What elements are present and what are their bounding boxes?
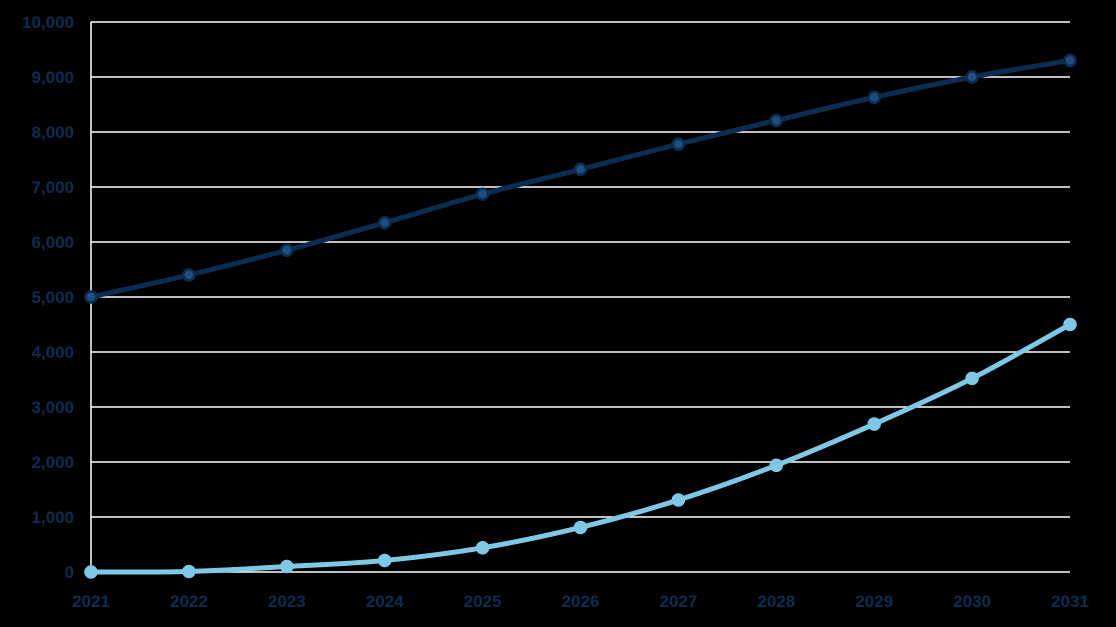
- series-1-point: [867, 90, 881, 105]
- series-1-point: [769, 113, 784, 128]
- y-tick-label: 7,000: [31, 178, 74, 197]
- series-2-point: [867, 417, 881, 431]
- x-tick-label: 2022: [170, 592, 208, 611]
- y-tick-label: 0: [65, 563, 74, 582]
- series-1-point: [280, 243, 294, 257]
- series-2-point: [769, 458, 784, 473]
- x-tick-label: 2029: [855, 592, 893, 611]
- series-2-point: [573, 520, 588, 535]
- x-tick-label: 2031: [1051, 592, 1089, 611]
- series-2-point: [182, 564, 196, 579]
- x-tick-label: 2026: [562, 592, 600, 611]
- series-1-point: [182, 268, 196, 282]
- x-tick-label: 2023: [268, 592, 306, 611]
- series-group: [84, 53, 1077, 579]
- series-2-point: [475, 541, 490, 555]
- x-tick-label: 2024: [366, 592, 404, 611]
- y-tick-label: 4,000: [31, 343, 74, 362]
- x-tick-label: 2021: [72, 592, 110, 611]
- x-tick-label: 2025: [464, 592, 502, 611]
- y-tick-label: 2,000: [31, 453, 74, 472]
- x-tick-label: 2028: [757, 592, 795, 611]
- series-2-point: [377, 553, 392, 568]
- x-tick-label: 2030: [953, 592, 991, 611]
- y-axis: 0 1,000 2,000 3,000 4,000 5,000 6,000 7,000 8,00…: [22, 13, 74, 582]
- y-tick-label: 5,000: [31, 288, 74, 307]
- series-1-point: [377, 216, 392, 230]
- series-2-line: [88, 322, 1073, 575]
- series-1-point: [475, 187, 490, 201]
- series-2-point: [671, 493, 686, 507]
- x-axis: 2021 2022 2023 2024 2025 2026 2027 2028 2029 2030…: [72, 592, 1089, 611]
- series-1-point: [965, 70, 979, 84]
- series-1-point: [573, 162, 588, 177]
- y-tick-label: 8,000: [31, 123, 74, 142]
- y-tick-label: 3,000: [31, 398, 74, 417]
- series-2-point: [965, 371, 979, 386]
- gridlines: [90, 21, 1070, 573]
- x-tick-label: 2027: [659, 592, 697, 611]
- y-tick-label: 9,000: [31, 68, 74, 87]
- series-2-point: [1063, 317, 1077, 332]
- y-tick-label: 6,000: [31, 233, 74, 252]
- series-2-point: [84, 565, 98, 579]
- series-1-point: [1063, 53, 1077, 68]
- series-1-point: [84, 290, 98, 304]
- series-1-point: [671, 137, 686, 151]
- y-tick-label: 10,000: [22, 13, 74, 32]
- series-1-line: [88, 58, 1073, 300]
- y-tick-label: 1,000: [31, 508, 74, 527]
- series-2-point: [280, 559, 294, 574]
